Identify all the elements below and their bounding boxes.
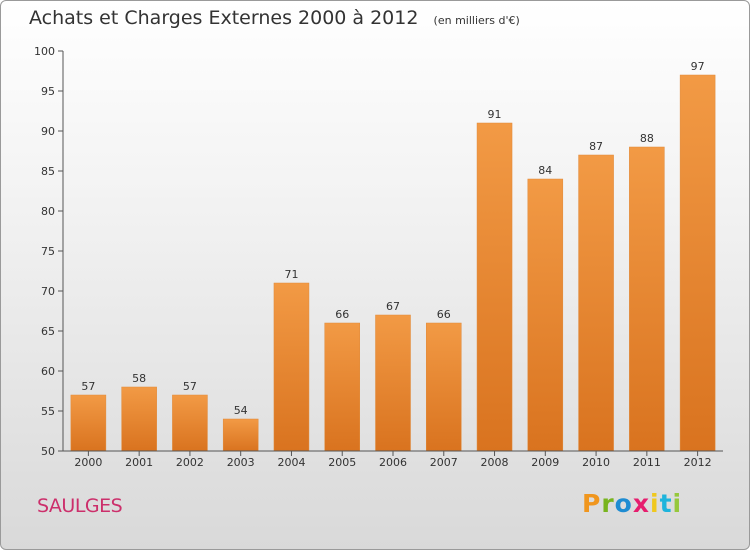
data-label: 54 (234, 404, 248, 417)
y-tick-label: 65 (41, 325, 55, 338)
x-tick-label: 2004 (277, 456, 305, 469)
x-tick-label: 2009 (531, 456, 559, 469)
data-label: 67 (386, 300, 400, 313)
y-tick-label: 75 (41, 245, 55, 258)
bar (476, 122, 513, 452)
chart-title: Achats et Charges Externes 2000 à 2012 (29, 7, 419, 29)
bar (527, 178, 564, 452)
y-tick-label: 55 (41, 405, 55, 418)
x-tick-label: 2003 (227, 456, 255, 469)
x-tick-label: 2000 (74, 456, 102, 469)
bar (121, 386, 157, 452)
y-tick-label: 80 (41, 205, 55, 218)
bar (629, 146, 665, 452)
x-tick-label: 2002 (176, 456, 204, 469)
data-label: 84 (538, 164, 552, 177)
data-label: 71 (284, 268, 298, 281)
bar (172, 394, 208, 452)
x-tick-label: 2005 (328, 456, 356, 469)
x-tick-label: 2006 (379, 456, 407, 469)
data-label: 88 (640, 132, 654, 145)
commune-name: SAULGES (37, 495, 123, 517)
bar (578, 154, 614, 452)
logo-letter: x (632, 489, 650, 518)
bar (679, 74, 716, 452)
y-tick-label: 100 (34, 45, 55, 58)
logo-letter: i (650, 489, 660, 518)
y-tick-label: 95 (41, 85, 55, 98)
logo-letter: P (582, 489, 602, 518)
bar (222, 418, 259, 452)
logo-letter: i (672, 489, 683, 518)
chart-subtitle: (en milliers d'€) (433, 14, 520, 27)
x-tick-label: 2007 (430, 456, 458, 469)
data-label: 57 (81, 380, 95, 393)
data-label: 91 (488, 108, 502, 121)
y-tick-label: 60 (41, 365, 55, 378)
logo-letter: r (601, 489, 615, 518)
y-tick-label: 85 (41, 165, 55, 178)
data-label: 58 (132, 372, 146, 385)
y-tick-label: 70 (41, 285, 55, 298)
logo-letter: t (659, 489, 673, 518)
bar (426, 322, 462, 452)
x-tick-label: 2012 (684, 456, 712, 469)
x-tick-label: 2011 (633, 456, 661, 469)
data-label: 66 (437, 308, 451, 321)
logo-letter: o (614, 489, 633, 518)
bar (324, 322, 360, 452)
bar (375, 314, 411, 452)
bar (70, 394, 107, 452)
chart-title-block: Achats et Charges Externes 2000 à 2012 (… (29, 7, 520, 29)
data-label: 57 (183, 380, 197, 393)
x-tick-label: 2001 (125, 456, 153, 469)
y-tick-label: 90 (41, 125, 55, 138)
bar (273, 282, 310, 452)
data-label: 97 (691, 60, 705, 73)
y-tick-label: 50 (41, 445, 55, 458)
proxiti-logo: Proxiti (582, 489, 682, 518)
data-label: 87 (589, 140, 603, 153)
x-tick-label: 2008 (481, 456, 509, 469)
data-label: 66 (335, 308, 349, 321)
x-tick-label: 2010 (582, 456, 610, 469)
